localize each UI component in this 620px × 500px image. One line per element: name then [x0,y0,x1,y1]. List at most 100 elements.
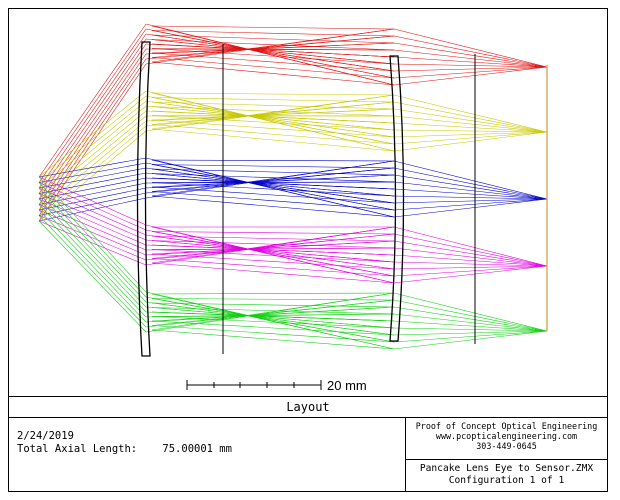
ray-field-2 [38,115,147,205]
ray-field-3 [393,198,548,218]
ray-fold-field-1 [151,25,395,30]
ray-fold-field-5 [151,292,395,295]
ray-field-3 [38,182,147,205]
ray-field-5 [393,313,548,332]
ray-fold-field-3 [151,195,395,218]
ray-field-1 [393,66,548,86]
ray-field-1 [393,66,548,72]
ray-fold-field-2 [151,101,395,110]
company-website: www.pcopticalengineering.com [435,431,578,441]
ray-field-3 [38,197,147,222]
ray-fold-field-2 [151,97,395,103]
ray-fold-field-2 [151,92,395,96]
ray-fold-field-3 [151,168,395,176]
ray-field-1 [393,28,548,68]
ray-field-5 [393,330,548,343]
ray-fold-field-3 [151,168,395,204]
ray-fold-field-5 [151,302,395,308]
ray-fold-field-1 [151,25,395,86]
ray-field-1 [393,63,548,68]
ray-field-4 [393,265,548,284]
ray-field-5 [38,176,147,293]
ray-field-3 [145,167,395,194]
ray-field-2 [38,100,147,189]
ray-field-3 [38,162,147,183]
ray-fold-field-5 [151,329,395,350]
ray-field-2 [38,105,147,194]
ray-field-3 [145,181,395,184]
ray-fold-field-2 [151,110,395,124]
ray-field-4 [145,247,395,251]
ray-field-4 [38,182,147,231]
scale-bar: 20 mm [186,378,367,393]
ray-fold-field-4 [151,235,395,242]
ray-fold-field-1 [151,57,395,79]
ray-field-2 [393,122,548,133]
ray-field-2 [393,108,548,133]
ray-field-1 [145,42,395,55]
file-name: Pancake Lens Eye to Sensor.ZMX [419,463,594,474]
ray-fold-field-2 [151,106,395,131]
configuration-text: Configuration 1 of 1 [448,475,565,486]
ray-field-3 [38,192,147,216]
ray-fold-field-4 [151,226,395,284]
ray-field-2 [145,101,395,127]
ray-fold-field-3 [151,186,395,204]
ray-field-4 [393,226,548,267]
company-phone: 303-449-0645 [476,441,537,451]
ray-fold-field-5 [151,307,395,329]
drawing-frame: 20 mm Layout 2/24/2019 Total Axial Lengt… [8,8,608,492]
ray-field-5 [393,292,548,332]
ray-field-2 [38,125,147,216]
ray-fold-field-3 [151,159,395,162]
ray-field-3 [145,160,395,199]
ray-field-5 [38,209,147,323]
ray-field-2 [393,101,548,133]
ray-fold-field-1 [151,39,395,65]
ray-field-4 [393,240,548,267]
ray-field-5 [38,187,147,303]
ray-field-1 [38,63,147,222]
ray-fold-field-2 [151,119,395,138]
ray-fold-field-2 [151,97,395,145]
ray-field-3 [393,198,548,211]
ray-fold-field-4 [151,240,395,263]
ray-field-3 [393,181,548,200]
ray-field-3 [145,174,395,189]
ray-field-1 [145,35,395,60]
ray-field-5 [393,306,548,332]
ray-field-1 [38,53,147,211]
ray-fold-field-1 [151,34,395,72]
ray-fan-group [38,23,548,350]
ray-fold-field-2 [151,115,395,131]
company-name: Proof of Concept Optical Engineering [415,421,598,431]
ray-field-4 [145,233,395,261]
ray-fold-field-1 [151,43,395,58]
ray-field-3 [393,167,548,200]
ray-field-5 [38,193,147,308]
ray-field-3 [393,174,548,200]
ray-field-4 [145,240,395,256]
ray-field-2 [145,108,395,122]
first-lens-element [136,41,151,357]
ray-field-1 [393,35,548,68]
ray-field-2 [38,130,147,222]
layout-title: Layout [9,396,607,418]
company-block: Proof of Concept Optical Engineering www… [405,418,607,460]
ray-field-2 [38,90,147,178]
ray-field-3 [393,195,548,200]
info-block: 2/24/2019 Total Axial Length: 75.00001 m… [9,418,405,491]
ray-field-4 [393,254,548,267]
ray-field-5 [393,320,548,332]
ray-field-3 [38,177,147,200]
ray-fold-field-5 [151,325,395,343]
ray-field-2 [38,120,147,211]
second-lens-element [389,55,405,342]
ray-field-1 [38,58,147,216]
ray-field-5 [145,299,395,328]
ray-field-3 [38,167,147,189]
ray-field-1 [38,28,147,183]
ray-field-2 [393,131,548,138]
ray-fold-field-5 [151,293,395,350]
ray-field-3 [393,160,548,200]
